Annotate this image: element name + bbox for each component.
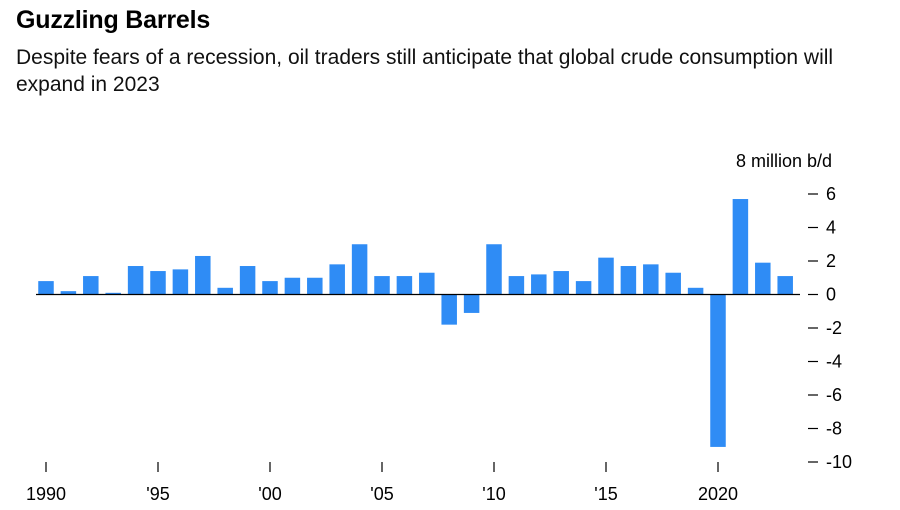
bar-2011 [508, 276, 525, 295]
bar-2006 [396, 276, 413, 295]
bar-2018 [665, 272, 681, 295]
bar-2016 [620, 266, 637, 295]
y-tick-label: 2 [826, 251, 836, 271]
bar-2019 [687, 287, 704, 295]
bar-2003 [329, 264, 345, 295]
bar-1990 [38, 281, 54, 295]
bar-1995 [150, 271, 166, 295]
x-tick-label: 2020 [698, 484, 738, 504]
bar-2002 [307, 277, 323, 295]
bars-group [38, 199, 793, 447]
bar-2005 [374, 276, 390, 295]
bar-2008 [441, 294, 457, 325]
y-tick-label: -6 [826, 385, 842, 405]
bar-1991 [60, 291, 77, 295]
bar-2010 [486, 244, 502, 295]
bar-1999 [239, 266, 256, 295]
x-tick-label: '00 [258, 484, 281, 504]
bar-2021 [732, 199, 749, 295]
bar-2004 [351, 244, 368, 295]
y-tick-label: 0 [826, 285, 836, 305]
bar-1992 [83, 276, 99, 295]
x-tick-label: '95 [146, 484, 169, 504]
y-tick-label: 6 [826, 184, 836, 204]
bar-1998 [217, 287, 233, 295]
bar-2023 [777, 276, 793, 295]
y-tick-label: -4 [826, 352, 842, 372]
y-tick-label: -2 [826, 318, 842, 338]
y-tick-label: -10 [826, 452, 852, 472]
bar-2015 [598, 257, 614, 295]
bar-2012 [531, 274, 547, 295]
x-axis: 1990 '95 '00 '05 '10 '15 2020 [26, 462, 738, 504]
x-tick-label: 1990 [26, 484, 66, 504]
bar-1996 [172, 269, 189, 295]
bar-2001 [284, 277, 301, 295]
x-tick-label: '10 [482, 484, 505, 504]
bar-2009 [463, 294, 480, 313]
y-axis: 6 4 2 0 -2 -4 -6 -8 -10 [808, 184, 852, 472]
bar-1997 [195, 255, 211, 295]
chart-title: Guzzling Barrels [16, 6, 211, 34]
bar-2007 [419, 272, 435, 295]
x-tick-label: '15 [594, 484, 617, 504]
y-tick-label: -8 [826, 419, 842, 439]
bar-2020 [710, 294, 726, 447]
bar-1993 [105, 292, 121, 295]
x-tick-label: '05 [370, 484, 393, 504]
bar-2017 [643, 264, 659, 295]
bar-2022 [755, 262, 771, 295]
bar-2000 [262, 281, 278, 295]
bar-2014 [575, 281, 592, 295]
bar-1994 [127, 266, 144, 295]
chart-subtitle: Despite fears of a recession, oil trader… [16, 46, 834, 96]
y-tick-label: 4 [826, 218, 836, 238]
y-axis-unit-label: 8 million b/d [736, 151, 832, 171]
bar-2013 [553, 271, 569, 295]
